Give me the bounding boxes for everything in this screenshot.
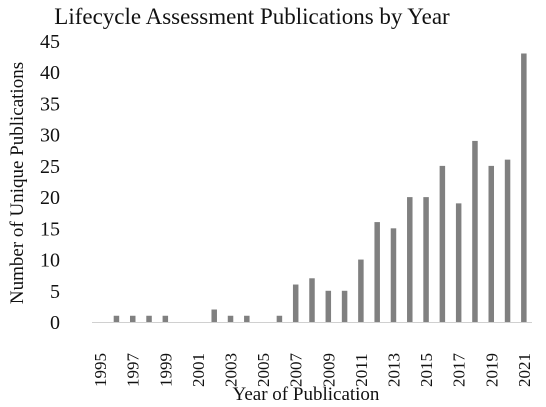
- bar-2018: [472, 140, 478, 322]
- bar-2007: [292, 284, 299, 322]
- x-tick-label-2003: 2003: [222, 353, 241, 387]
- y-tick-label: 15: [40, 218, 60, 240]
- x-tick-label-2009: 2009: [319, 353, 338, 387]
- bar-2015: [423, 197, 429, 322]
- y-tick-label: 10: [40, 250, 60, 272]
- bar-2019: [488, 165, 495, 322]
- bar-2004: [244, 315, 250, 322]
- bar-2002: [211, 309, 217, 322]
- x-tick-label-2013: 2013: [384, 353, 403, 387]
- y-tick-label: 35: [40, 93, 60, 115]
- bar-2009: [325, 290, 332, 322]
- bar-2020: [504, 159, 511, 322]
- y-tick-label: 45: [40, 31, 60, 53]
- y-tick-label: 0: [50, 312, 60, 334]
- y-tick-label: 40: [40, 62, 60, 84]
- chart-title: Lifecycle Assessment Publications by Yea…: [54, 4, 450, 29]
- bar-2008: [309, 278, 315, 322]
- y-axis-label: Number of Unique Publications: [7, 62, 28, 304]
- bar-2006: [276, 315, 283, 322]
- bar-2014: [407, 197, 413, 322]
- y-tick-label: 5: [50, 281, 60, 303]
- x-tick-label-2021: 2021: [515, 353, 534, 387]
- x-tick-label-2019: 2019: [482, 353, 501, 387]
- bar-2013: [390, 228, 397, 322]
- y-axis-ticks: 0 5 10 15 20 25 30 35 40 45: [40, 31, 60, 334]
- x-tick-label-2005: 2005: [254, 353, 273, 387]
- x-tick-label-2017: 2017: [450, 353, 469, 388]
- bars: [113, 53, 527, 323]
- x-tick-label-1995: 1995: [91, 353, 110, 387]
- x-tick-label-1999: 1999: [156, 353, 175, 387]
- y-tick-label: 30: [40, 125, 60, 147]
- bar-2017: [455, 203, 462, 322]
- x-axis-label: Year of Publication: [233, 384, 380, 405]
- bar-2010: [341, 290, 348, 322]
- bar-2012: [374, 222, 380, 322]
- bar-1996: [113, 315, 120, 322]
- x-tick-label-2015: 2015: [417, 353, 436, 387]
- y-tick-label: 20: [40, 187, 60, 209]
- bar-1998: [146, 315, 152, 322]
- x-tick-label-1997: 1997: [124, 353, 143, 388]
- bar-2021: [521, 53, 527, 323]
- y-tick-label: 25: [40, 156, 60, 178]
- x-tick-label-2007: 2007: [287, 353, 306, 388]
- x-axis-ticks: 1995 1997 1999 2001 2003 2005 2007 2009 2011 2013…: [91, 353, 534, 388]
- x-tick-label-2001: 2001: [189, 353, 208, 387]
- bar-1999: [162, 315, 169, 322]
- bar-2016: [439, 165, 446, 322]
- bar-2011: [358, 259, 364, 322]
- bar-2003: [227, 315, 234, 322]
- x-tick-label-2011: 2011: [352, 353, 371, 386]
- bar-1997: [129, 315, 136, 322]
